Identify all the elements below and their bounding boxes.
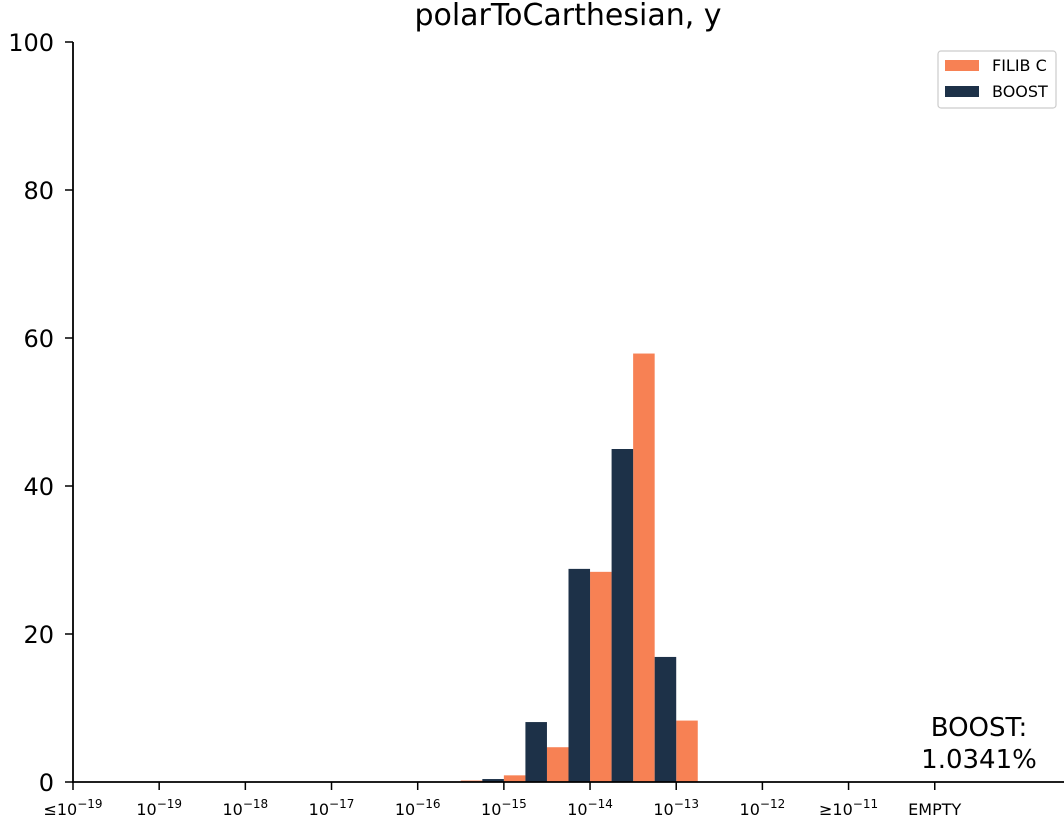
- y-tick-label: 40: [23, 473, 54, 501]
- x-tick-label: 10−12: [740, 797, 786, 819]
- x-tick-label: 10−16: [395, 797, 441, 819]
- x-ticks: ≤10−19 10−19 10−18 10−17 10−16 10−15 10−14 10−1…: [43, 782, 962, 819]
- y-tick-label: 0: [39, 769, 54, 797]
- bar-boost-12: [611, 449, 634, 782]
- annotation: BOOST: 1.0341%: [921, 713, 1037, 775]
- y-tick-label: 60: [23, 325, 54, 353]
- x-tick-label: 10−14: [567, 797, 613, 819]
- bar-boost-13: [654, 656, 677, 782]
- legend-label-boost: BOOST: [992, 82, 1048, 101]
- x-tick-label: EMPTY: [908, 800, 961, 819]
- y-tick-label: 80: [23, 177, 54, 205]
- x-tick-label: ≤10−19: [43, 797, 102, 819]
- bar-filib-c-11: [546, 747, 569, 782]
- legend-swatch-boost: [945, 86, 979, 97]
- axes-layer: [72, 42, 1064, 783]
- annotation-line2: 1.0341%: [921, 745, 1037, 775]
- bar-filib-c-14: [676, 720, 698, 782]
- x-tick-label: 10−17: [309, 797, 355, 819]
- bar-filib-c-10: [503, 775, 526, 782]
- y-tick-label: 20: [23, 621, 54, 649]
- x-tick-label: 10−19: [136, 797, 182, 819]
- bar-boost-9: [482, 779, 504, 782]
- bar-filib-c-13: [633, 353, 655, 782]
- y-ticks: 0 20 40 60 80 100: [8, 29, 73, 797]
- bars-layer: [460, 353, 698, 782]
- x-tick-label: 10−18: [223, 797, 269, 819]
- annotation-line1: BOOST:: [931, 713, 1028, 743]
- chart-title: polarToCarthesian, y: [414, 0, 721, 33]
- x-tick-label: 10−13: [653, 797, 699, 819]
- legend: FILIB C BOOST: [937, 50, 1057, 109]
- x-tick-label: ≥10−11: [819, 797, 878, 819]
- bar-boost-11: [568, 568, 591, 782]
- bar-filib-c-12: [590, 571, 612, 782]
- y-tick-label: 100: [8, 29, 54, 57]
- legend-label-filib: FILIB C: [992, 56, 1047, 75]
- legend-swatch-filib: [945, 60, 979, 71]
- x-tick-label: 10−15: [481, 797, 527, 819]
- bar-boost-10: [525, 722, 547, 782]
